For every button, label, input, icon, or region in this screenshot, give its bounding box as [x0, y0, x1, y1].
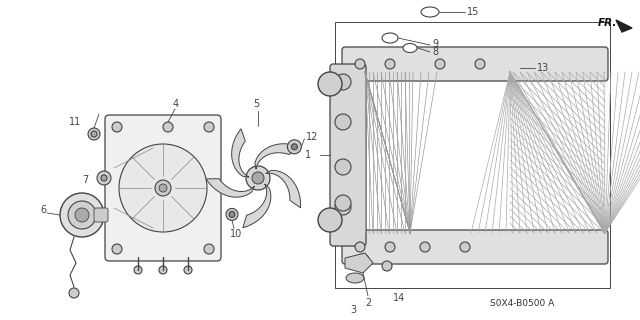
Circle shape [335, 159, 351, 175]
FancyBboxPatch shape [105, 115, 221, 261]
Circle shape [112, 122, 122, 132]
Text: 7: 7 [82, 175, 88, 185]
Circle shape [246, 166, 270, 190]
Text: 15: 15 [467, 7, 479, 17]
Circle shape [204, 244, 214, 254]
FancyBboxPatch shape [342, 230, 608, 264]
Text: 11: 11 [69, 117, 81, 127]
Polygon shape [232, 129, 249, 177]
Text: 12: 12 [307, 132, 319, 142]
Circle shape [335, 74, 351, 90]
Ellipse shape [346, 273, 364, 283]
Circle shape [335, 195, 351, 211]
Circle shape [385, 242, 395, 252]
Circle shape [159, 266, 167, 274]
Text: FR.: FR. [598, 18, 618, 28]
Ellipse shape [382, 33, 398, 43]
Text: 2: 2 [365, 298, 371, 308]
Circle shape [291, 144, 298, 150]
Text: S0X4-B0500 A: S0X4-B0500 A [490, 299, 554, 308]
Circle shape [68, 201, 96, 229]
Circle shape [163, 122, 173, 132]
Polygon shape [243, 184, 271, 228]
Circle shape [184, 266, 192, 274]
Polygon shape [266, 171, 301, 208]
Text: 10: 10 [230, 229, 243, 239]
Circle shape [475, 59, 485, 69]
Circle shape [97, 171, 111, 185]
Circle shape [435, 59, 445, 69]
Text: 1: 1 [305, 150, 311, 160]
FancyBboxPatch shape [342, 47, 608, 81]
Circle shape [420, 242, 430, 252]
Text: 13: 13 [537, 63, 549, 73]
Circle shape [75, 208, 89, 222]
Circle shape [226, 208, 238, 220]
Circle shape [382, 261, 392, 271]
Circle shape [88, 128, 100, 140]
Circle shape [204, 122, 214, 132]
Polygon shape [206, 179, 254, 197]
Polygon shape [255, 144, 300, 169]
Circle shape [101, 175, 107, 181]
FancyBboxPatch shape [330, 64, 366, 246]
Polygon shape [616, 20, 632, 32]
Circle shape [335, 199, 351, 215]
Circle shape [159, 184, 167, 192]
Text: 8: 8 [432, 47, 438, 57]
Circle shape [318, 72, 342, 96]
Text: 5: 5 [253, 99, 259, 109]
FancyBboxPatch shape [94, 208, 108, 222]
Circle shape [91, 131, 97, 137]
Circle shape [252, 172, 264, 184]
Polygon shape [345, 253, 373, 273]
Bar [335, 22, 610, 288]
Circle shape [69, 288, 79, 298]
Ellipse shape [421, 7, 439, 17]
Text: 6: 6 [40, 205, 46, 215]
Text: 9: 9 [432, 39, 438, 49]
Text: 14: 14 [393, 293, 405, 303]
Circle shape [355, 59, 365, 69]
Circle shape [355, 242, 365, 252]
Circle shape [112, 244, 122, 254]
Circle shape [460, 242, 470, 252]
Circle shape [357, 254, 369, 266]
Circle shape [318, 208, 342, 232]
Circle shape [385, 59, 395, 69]
Circle shape [119, 144, 207, 232]
Ellipse shape [403, 44, 417, 52]
Circle shape [155, 180, 171, 196]
Circle shape [134, 266, 142, 274]
Circle shape [60, 193, 104, 237]
Text: 4: 4 [173, 99, 179, 109]
Circle shape [335, 114, 351, 130]
Circle shape [287, 140, 301, 154]
Text: 3: 3 [350, 305, 356, 315]
Circle shape [229, 212, 235, 217]
